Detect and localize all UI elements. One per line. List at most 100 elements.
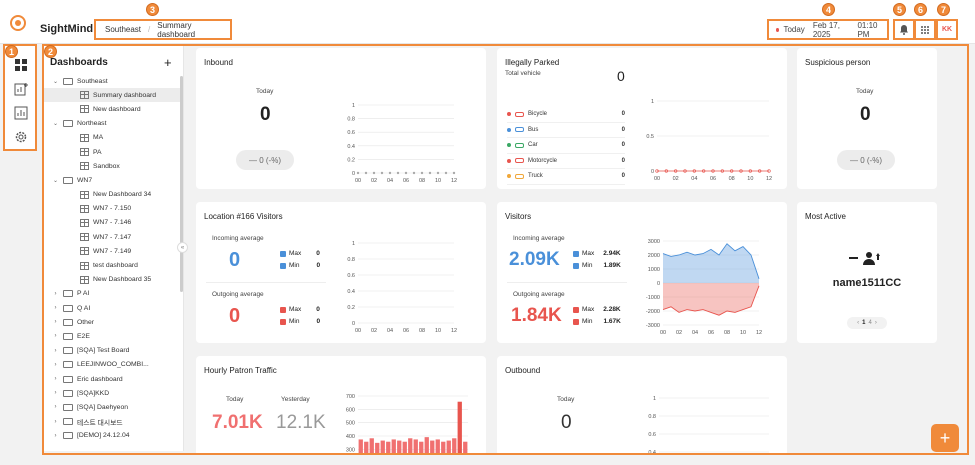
next-page-button[interactable]: › [874, 320, 877, 326]
tree-folder[interactable]: ⌄ Northeast [44, 117, 180, 131]
min-icon [573, 262, 579, 269]
min-label: Min [582, 318, 593, 325]
location-visitors-card[interactable]: Location #166 Visitors Incoming average … [196, 202, 486, 343]
tree-folder[interactable]: › [SQA]KKD [44, 386, 180, 400]
chevron-down-icon[interactable]: ⌄ [52, 177, 59, 184]
tree-item-label: Northeast [77, 120, 107, 128]
breadcrumb-item[interactable]: Summary dashboard [157, 20, 196, 39]
suspicious-person-card[interactable]: Suspicious person Today 0 — 0 (-%) [797, 48, 937, 189]
settings-icon[interactable] [14, 130, 28, 144]
tree-folder[interactable]: › Q AI [44, 301, 180, 315]
series-area [663, 243, 759, 283]
sidebar-scrollbar[interactable] [180, 76, 183, 292]
tree-dashboard[interactable]: WN7 - 7.150 [44, 202, 180, 216]
dashboard-icon [80, 190, 89, 199]
chevron-right-icon[interactable]: › [54, 376, 57, 383]
incoming-average-label: Incoming average [513, 235, 565, 242]
hourly-traffic-card[interactable]: Hourly Patron Traffic Today 7.01K Yester… [196, 356, 486, 453]
y-tick-label: 0.2 [347, 157, 355, 163]
outbound-card[interactable]: Outbound Today 0 1 0.8 0.6 0.4 [497, 356, 787, 455]
add-widget-button[interactable]: + [931, 424, 959, 452]
tree-folder[interactable]: › [SQA] Test Board [44, 344, 180, 358]
tree-dashboard[interactable]: WN7 - 7.146 [44, 216, 180, 230]
main-area: Dashboards + ⌄ Southeast Summary dashboard… [42, 44, 969, 455]
bar [457, 401, 462, 453]
tree-folder[interactable]: › Eric dashboard [44, 372, 180, 386]
vehicle-count: 0 [621, 126, 625, 133]
y-tick-label: -1000 [646, 295, 660, 301]
tree-folder[interactable]: ⌄ Southeast [44, 74, 180, 88]
series-line [662, 285, 760, 316]
apps-button[interactable] [914, 19, 936, 40]
tree-folder[interactable]: › [SQA] Daehyeon [44, 400, 180, 414]
chart-icon[interactable] [14, 106, 28, 120]
tree-folder[interactable]: › Other [44, 315, 180, 329]
notification-button[interactable] [893, 19, 915, 40]
breadcrumb: Southeast / Summary dashboard [94, 19, 232, 40]
dashboard-icon[interactable] [14, 58, 28, 72]
chevron-right-icon[interactable]: › [54, 390, 57, 397]
tree-folder[interactable]: › E2E [44, 329, 180, 343]
x-tick-label: 10 [435, 328, 441, 334]
chevron-right-icon[interactable]: › [54, 305, 57, 312]
chevron-right-icon[interactable]: › [54, 361, 57, 368]
tree-dashboard[interactable]: Summary dashboard [44, 88, 180, 103]
tree-dashboard[interactable]: WN7 - 7.149 [44, 244, 180, 258]
report-add-icon[interactable] [14, 82, 28, 96]
tree-item-label: Eric dashboard [77, 375, 123, 383]
tree-folder[interactable]: › [DEMO] 24.12.04 [44, 429, 180, 443]
vehicle-icon [515, 111, 524, 117]
chevron-right-icon[interactable]: › [54, 432, 57, 439]
chevron-down-icon[interactable]: ⌄ [52, 78, 59, 85]
dashboard-icon [80, 148, 89, 157]
chevron-right-icon[interactable]: › [54, 319, 57, 326]
max-value: 2.28K [603, 306, 621, 313]
tree-dashboard[interactable]: WN7 - 7.147 [44, 230, 180, 244]
prev-page-button[interactable]: ‹ [857, 320, 860, 326]
tree-dashboard[interactable]: New dashboard [44, 102, 180, 116]
user-avatar[interactable]: KK [936, 19, 958, 40]
dashboard-icon [80, 261, 89, 270]
tree-dashboard[interactable]: New Dashboard 35 [44, 273, 180, 287]
inbound-card[interactable]: Inbound Today 0 — 0 (-%) 0 0.2 0.4 0.6 0.8 1 0… [196, 48, 486, 189]
tree-dashboard[interactable]: MA [44, 131, 180, 145]
chevron-right-icon[interactable]: › [54, 404, 57, 411]
vehicle-icon [515, 127, 524, 133]
max-label: Max [582, 250, 595, 257]
tree-folder[interactable]: › P AI [44, 287, 180, 301]
tree-dashboard[interactable]: test dashboard [44, 258, 180, 272]
breadcrumb-item[interactable]: Southeast [105, 25, 142, 34]
tree-dashboard[interactable]: New Dashboard 34 [44, 188, 180, 202]
chevron-right-icon[interactable]: › [54, 333, 57, 340]
x-tick-label: 08 [419, 178, 425, 184]
tree-folder[interactable]: › LEEJINWOO_COMBI... [44, 358, 180, 372]
date-picker[interactable]: Today Feb 17, 2025 01:10 PM [767, 19, 889, 40]
incoming-average-value: 0 [229, 249, 241, 271]
visitors-card[interactable]: Visitors Incoming average 2.09K Max 2.94K… [497, 202, 787, 343]
tree-folder[interactable]: ⌄ WN7 [44, 173, 180, 187]
tree-item-label: Q AI [77, 304, 91, 312]
tree-item-label: New dashboard [93, 105, 141, 113]
chevron-right-icon[interactable]: › [54, 347, 57, 354]
chevron-down-icon[interactable]: ⌄ [52, 121, 59, 128]
add-dashboard-button[interactable]: + [164, 55, 172, 70]
chevron-right-icon[interactable]: › [54, 290, 57, 297]
tree-dashboard[interactable]: Sandbox [44, 159, 180, 173]
data-point [388, 171, 392, 175]
illegally-parked-card[interactable]: Illegally Parked Total vehicle 0 0 0.5 1 00… [497, 48, 787, 189]
max-value: 0 [316, 306, 320, 313]
folder-icon [63, 403, 73, 411]
tree-folder[interactable]: › 테스트 대시보드 [44, 415, 180, 429]
y-tick-label: 0.4 [648, 450, 656, 455]
chevron-right-icon[interactable]: › [54, 418, 57, 425]
today-label: Today [856, 88, 874, 95]
most-active-card[interactable]: Most Active name1511CC ‹ 1 4 › [797, 202, 937, 343]
y-tick-label: 0 [657, 281, 660, 287]
y-tick-label: 3000 [648, 239, 660, 245]
y-tick-label: 0.5 [646, 134, 654, 140]
x-tick-label: 02 [676, 330, 682, 336]
tree-dashboard[interactable]: PA [44, 145, 180, 159]
collapse-sidebar-button[interactable]: « [177, 242, 188, 253]
x-tick-label: 10 [435, 178, 441, 184]
logo-icon[interactable] [9, 14, 27, 32]
